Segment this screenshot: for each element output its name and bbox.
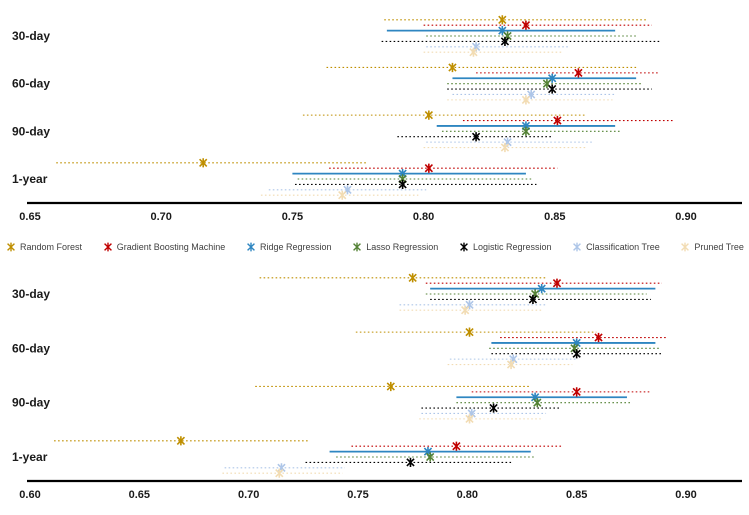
x-tick-label: 0.70 [238, 489, 259, 501]
legend-marker-icon [573, 242, 582, 252]
x-tick-label: 0.65 [19, 211, 40, 223]
legend-marker-glyph [353, 242, 362, 252]
x-tick-label: 0.60 [19, 489, 40, 501]
legend-marker-icon [247, 242, 255, 252]
series-marker [498, 15, 507, 25]
legend-marker-icon [681, 242, 690, 252]
series-marker [275, 468, 284, 478]
series-marker [500, 36, 510, 46]
x-tick-label: 0.70 [150, 211, 171, 223]
legend-marker-glyph [573, 242, 582, 252]
legend-marker-glyph [7, 242, 15, 252]
series-marker [406, 457, 415, 467]
series-marker [465, 327, 474, 337]
series-marker [528, 294, 538, 304]
legend-label: Gradient Boosting Machine [116, 241, 226, 252]
series-marker [386, 381, 395, 392]
category-label: 60-day [12, 341, 50, 355]
chart-legend: Random Forest Gradient Boosting Machine Ri… [0, 233, 749, 261]
legend-marker-icon [353, 242, 362, 252]
series-marker [533, 398, 542, 408]
legend-marker-icon [7, 242, 15, 252]
series-marker [489, 403, 498, 413]
category-label: 90-day [12, 396, 50, 410]
series-marker [548, 84, 557, 94]
legend-item: Gradient Boosting Machine [102, 241, 226, 253]
series-marker [426, 452, 435, 462]
series-marker [460, 305, 470, 315]
category-label: 1-year [12, 450, 48, 464]
legend-label: Random Forest [20, 241, 83, 252]
series-marker [176, 436, 186, 446]
series-marker [448, 62, 457, 73]
legend-label: Logistic Regression [472, 241, 552, 252]
legend-item: Classification Tree [571, 241, 660, 253]
x-tick-label: 0.85 [566, 489, 587, 501]
legend-marker-glyph [247, 242, 255, 252]
x-tick-label: 0.75 [347, 489, 368, 501]
legend-item: Logistic Regression [458, 241, 552, 253]
legend-marker-glyph [681, 242, 690, 252]
category-label: 30-day [12, 287, 50, 301]
legend-item: Ridge Regression [245, 241, 332, 253]
category-label: 60-day [12, 77, 50, 91]
series-marker [572, 349, 581, 359]
series-marker [506, 359, 516, 370]
series-marker [521, 126, 531, 136]
legend-label: Ridge Regression [259, 241, 332, 252]
legend-marker-icon [460, 242, 468, 252]
legend-label: Lasso Regression [366, 241, 439, 252]
series-marker [594, 332, 603, 343]
series-marker [469, 47, 478, 57]
legend-marker-glyph [460, 242, 468, 252]
x-tick-label: 0.65 [129, 489, 150, 501]
category-label: 1-year [12, 172, 48, 186]
x-tick-label: 0.80 [413, 211, 434, 223]
series-marker [452, 441, 461, 451]
series-marker [500, 142, 510, 153]
legend-label: Classification Tree [586, 241, 660, 252]
series-marker [537, 284, 546, 294]
series-marker [424, 163, 434, 173]
series-marker [471, 132, 481, 142]
legend-item: Random Forest [5, 241, 82, 253]
category-label: 30-day [12, 29, 50, 43]
series-marker [521, 95, 531, 105]
legend-item: Lasso Regression [351, 241, 438, 253]
series-marker [424, 110, 434, 120]
auc-interval-chart-bottom: 0.60 0.65 0.70 0.75 0.80 0.85 0.90 30-day 60-day… [12, 273, 742, 501]
series-marker [574, 68, 583, 78]
legend-marker-glyph [103, 242, 112, 252]
auc-interval-chart-top: 0.65 0.70 0.75 0.80 0.85 0.90 30-day 60-day 90-d… [12, 15, 742, 223]
legend-item: Pruned Tree [679, 241, 744, 253]
legend-label: Pruned Tree [694, 241, 744, 252]
x-tick-label: 0.80 [457, 489, 478, 501]
x-tick-label: 0.90 [675, 489, 696, 501]
series-marker [199, 158, 208, 168]
legend-marker-icon [103, 242, 112, 252]
series-marker [552, 278, 562, 288]
category-label: 90-day [12, 124, 50, 138]
series-marker [398, 179, 407, 189]
x-tick-label: 0.85 [544, 211, 565, 223]
series-marker [553, 115, 562, 126]
series-marker [572, 387, 581, 397]
series-marker [465, 414, 474, 424]
series-marker [408, 273, 417, 283]
series-marker [521, 20, 531, 30]
x-tick-label: 0.75 [282, 211, 303, 223]
series-marker [338, 190, 347, 200]
x-tick-label: 0.90 [675, 211, 696, 223]
